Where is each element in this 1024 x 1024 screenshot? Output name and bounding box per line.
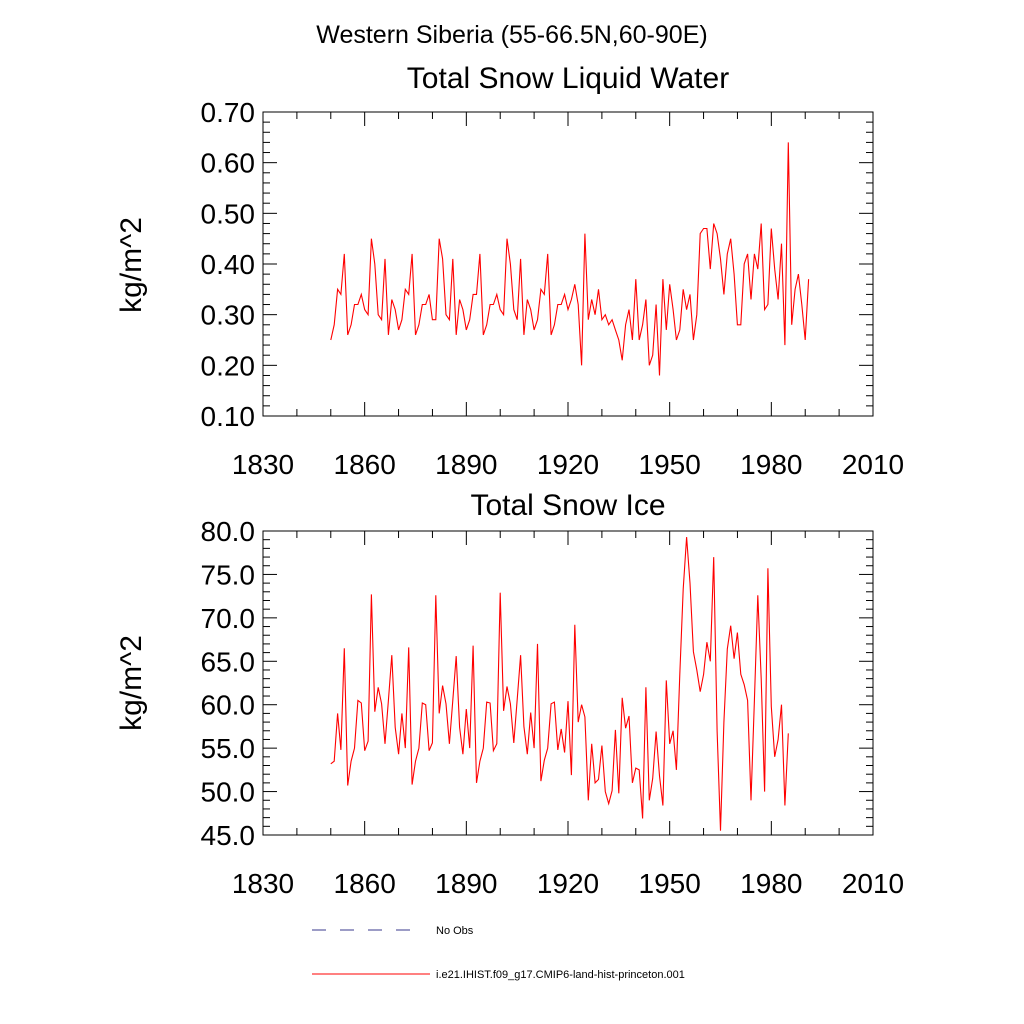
x-tick-label: 1980 [740, 449, 802, 480]
legend-label: No Obs [436, 925, 474, 937]
x-tick-label: 2010 [842, 868, 904, 899]
y-tick-label: 0.20 [201, 350, 256, 381]
x-tick-label: 1980 [740, 868, 802, 899]
y-tick-label: 60.0 [201, 690, 256, 721]
series-line [330, 142, 810, 376]
x-tick-label: 1920 [537, 449, 599, 480]
panel-title: Total Snow Ice [470, 489, 665, 522]
y-axis-label: kg/m^2 [115, 635, 148, 731]
x-tick-label: 1860 [334, 868, 396, 899]
y-tick-label: 50.0 [201, 777, 256, 808]
y-tick-label: 80.0 [201, 516, 256, 547]
series-line [330, 537, 789, 831]
x-tick-label: 1920 [537, 868, 599, 899]
panel-snow-liquid-water: Total Snow Liquid Water kg/m^2 1830 1860 1… [115, 62, 904, 480]
plot-frame [262, 111, 874, 417]
legend: No Obs i.e21.IHIST.f09_g17.CMIP6-land-hi… [312, 925, 685, 981]
plot-frame [262, 530, 874, 836]
x-tick-label: 2010 [842, 449, 904, 480]
x-tick-label: 1860 [334, 449, 396, 480]
y-tick-label: 45.0 [201, 820, 256, 851]
legend-item-model-run: i.e21.IHIST.f09_g17.CMIP6-land-hist-prin… [312, 969, 685, 981]
x-tick-label: 1890 [435, 449, 497, 480]
legend-label: i.e21.IHIST.f09_g17.CMIP6-land-hist-prin… [436, 969, 685, 981]
x-tick-label: 1830 [232, 449, 294, 480]
figure-title: Western Siberia (55-66.5N,60-90E) [316, 21, 707, 49]
y-tick-label: 0.10 [201, 401, 256, 432]
y-tick-label: 65.0 [201, 646, 256, 677]
y-tick-label: 0.30 [201, 300, 256, 331]
y-axis-label: kg/m^2 [115, 217, 148, 313]
panel-snow-ice: Total Snow Ice kg/m^2 1830 1860 1890 1920 19… [115, 489, 904, 899]
y-tick-label: 70.0 [201, 603, 256, 634]
y-tick-label: 0.70 [201, 97, 256, 128]
y-tick-label: 0.40 [201, 249, 256, 280]
x-tick-label: 1890 [435, 868, 497, 899]
x-tick-label: 1950 [639, 449, 701, 480]
legend-item-no-obs: No Obs [312, 925, 474, 937]
y-tick-label: 0.60 [201, 148, 256, 179]
panel-title: Total Snow Liquid Water [407, 62, 729, 95]
y-tick-label: 55.0 [201, 733, 256, 764]
y-tick-label: 75.0 [201, 559, 256, 590]
y-tick-label: 0.50 [201, 198, 256, 229]
x-tick-label: 1830 [232, 868, 294, 899]
x-tick-label: 1950 [639, 868, 701, 899]
